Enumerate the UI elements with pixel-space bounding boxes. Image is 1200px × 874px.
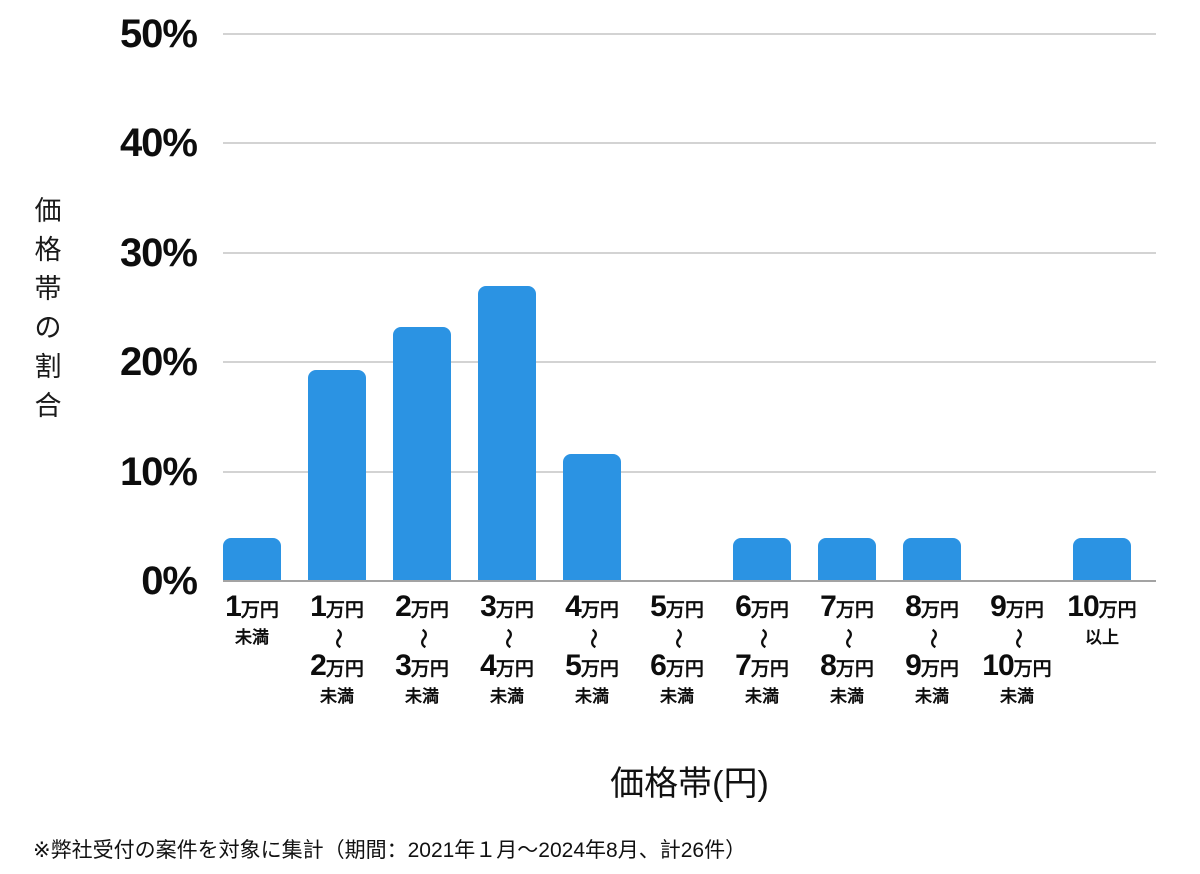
tilde-glyph: 〜	[751, 628, 774, 649]
bar-4	[478, 286, 536, 580]
x-tick-2: 1万円〜 2万円未満	[289, 592, 385, 707]
x-tick-range-value: 10万円	[1067, 590, 1137, 623]
y-tick-50%: 50%	[119, 12, 198, 56]
x-tick-range-value: 6万円	[735, 590, 789, 623]
y-axis-title-char: 割	[34, 352, 62, 382]
x-tick-10: 9万円〜 10万円未満	[969, 592, 1065, 707]
x-tick-suffix: 未満	[830, 687, 864, 706]
x-tick-11: 10万円以上	[1054, 592, 1150, 648]
x-tick-suffix: 以上	[1085, 628, 1119, 647]
x-tick-7: 6万円〜 7万円未満	[714, 592, 810, 707]
bar-7	[733, 538, 791, 580]
bar-3	[393, 327, 451, 580]
x-tick-6: 5万円〜 6万円未満	[629, 592, 725, 707]
y-tick-0%: 0%	[141, 559, 198, 603]
y-tick-40%: 40%	[119, 121, 198, 165]
x-tick-range-value: 9万円	[905, 649, 959, 682]
y-axis-title-char: 帯	[34, 274, 62, 304]
x-tick-range-value: 2万円	[310, 649, 364, 682]
x-tick-range-value: 1万円	[225, 590, 279, 623]
x-tick-8: 7万円〜 8万円未満	[799, 592, 895, 707]
x-tick-suffix: 未満	[745, 687, 779, 706]
x-tick-suffix: 未満	[235, 628, 269, 647]
x-tick-range-value: 1万円	[310, 590, 364, 623]
x-tick-suffix: 未満	[660, 687, 694, 706]
y-tick-30%: 30%	[119, 231, 198, 275]
y-axis-title: 価格帯の割合	[28, 192, 68, 426]
tilde-glyph: 〜	[666, 628, 689, 649]
x-tick-range-value: 6万円	[650, 649, 704, 682]
x-tick-3: 2万円〜 3万円未満	[374, 592, 470, 707]
x-tick-range-value: 2万円	[395, 590, 449, 623]
x-tick-range-value: 8万円	[820, 649, 874, 682]
x-axis-line	[223, 580, 1156, 582]
x-tick-range-value: 7万円	[820, 590, 874, 623]
tilde-glyph: 〜	[836, 628, 859, 649]
footnote: ※弊社受付の案件を対象に集計（期間：2021年１月～2024年8月、計26件）	[33, 839, 747, 862]
x-tick-suffix: 未満	[575, 687, 609, 706]
gridline-50%	[223, 33, 1156, 35]
x-tick-range-value: 3万円	[395, 649, 449, 682]
bar-11	[1073, 538, 1131, 580]
x-tick-suffix: 未満	[490, 687, 524, 706]
bar-2	[308, 370, 366, 580]
x-tick-range-value: 4万円	[565, 590, 619, 623]
bar-1	[223, 538, 281, 580]
tilde-glyph: 〜	[496, 628, 519, 649]
tilde-glyph: 〜	[411, 628, 434, 649]
x-tick-suffix: 未満	[915, 687, 949, 706]
x-tick-4: 3万円〜 4万円未満	[459, 592, 555, 707]
bar-9	[903, 538, 961, 580]
x-tick-range-value: 4万円	[480, 649, 534, 682]
x-tick-9: 8万円〜 9万円未満	[884, 592, 980, 707]
y-tick-10%: 10%	[119, 450, 198, 494]
gridline-20%	[223, 361, 1156, 363]
x-tick-5: 4万円〜 5万円未満	[544, 592, 640, 707]
x-tick-range-value: 9万円	[990, 590, 1044, 623]
gridline-10%	[223, 471, 1156, 473]
tilde-glyph: 〜	[326, 628, 349, 649]
y-axis-title-char: 価	[34, 196, 62, 226]
x-tick-range-value: 5万円	[650, 590, 704, 623]
gridline-40%	[223, 142, 1156, 144]
y-axis-title-char: 格	[34, 235, 62, 265]
x-tick-range-value: 7万円	[735, 649, 789, 682]
x-tick-suffix: 未満	[405, 687, 439, 706]
bar-5	[563, 454, 621, 580]
x-tick-suffix: 未満	[1000, 687, 1034, 706]
x-axis-title: 価格帯(円)	[610, 765, 769, 803]
x-tick-range-value: 5万円	[565, 649, 619, 682]
x-tick-1: 1万円未満	[204, 592, 300, 648]
tilde-glyph: 〜	[581, 628, 604, 649]
x-tick-range-value: 8万円	[905, 590, 959, 623]
tilde-glyph: 〜	[921, 628, 944, 649]
tilde-glyph: 〜	[1006, 628, 1029, 649]
x-tick-range-value: 10万円	[982, 649, 1052, 682]
y-tick-20%: 20%	[119, 340, 198, 384]
gridline-30%	[223, 252, 1156, 254]
y-axis-title-char: の	[34, 313, 62, 343]
bar-8	[818, 538, 876, 580]
x-tick-range-value: 3万円	[480, 590, 534, 623]
x-tick-suffix: 未満	[320, 687, 354, 706]
y-axis-title-char: 合	[34, 391, 62, 421]
